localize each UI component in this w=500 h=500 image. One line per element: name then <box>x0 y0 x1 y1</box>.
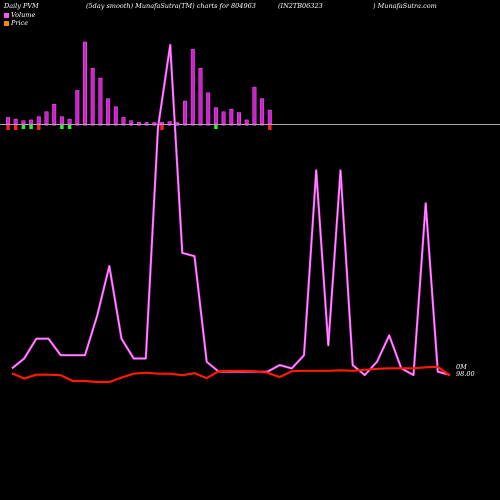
volume-bar <box>98 77 103 125</box>
instrument-code: (IN2TB06323 <box>278 2 323 10</box>
volume-direction-marker <box>244 125 249 126</box>
volume-bar <box>52 104 57 125</box>
volume-direction-marker <box>252 125 257 126</box>
volume-end-label: 0M <box>456 363 467 371</box>
price-line <box>11 365 451 384</box>
volume-bar <box>75 90 80 125</box>
volume-direction-marker <box>160 125 164 130</box>
volume-bar <box>213 107 218 125</box>
volume-bar <box>267 109 272 125</box>
volume-direction-marker <box>114 125 118 126</box>
volume-bar <box>183 100 188 125</box>
volume-direction-marker <box>6 125 10 130</box>
volume-direction-marker <box>44 125 49 126</box>
site-credit: ) MunafaSutra.com <box>373 2 437 10</box>
volume-bar <box>175 122 180 125</box>
volume-direction-marker <box>237 125 241 126</box>
volume-bar <box>21 120 26 125</box>
volume-bar <box>152 122 157 125</box>
volume-bar <box>136 122 141 125</box>
volume-bar <box>129 120 134 125</box>
volume-bar <box>106 98 111 125</box>
volume-bar <box>167 121 172 125</box>
volume-direction-marker <box>75 125 80 126</box>
volume-direction-marker <box>83 125 87 126</box>
volume-direction-marker <box>52 125 56 126</box>
legend-volume: Volume <box>4 11 35 19</box>
volume-bar <box>198 67 203 125</box>
chart-title: (5day smooth) MunafaSutra(TM) charts for… <box>86 2 256 10</box>
legend-volume-swatch <box>4 12 9 18</box>
volume-bar <box>244 119 249 125</box>
volume-direction-marker <box>13 125 18 130</box>
volume-bar <box>29 119 34 125</box>
volume-direction-marker <box>191 125 195 126</box>
volume-direction-marker <box>106 125 110 126</box>
volume-direction-marker <box>60 125 64 129</box>
volume-direction-marker <box>198 125 203 126</box>
volume-direction-marker <box>37 125 41 130</box>
price-end-label: 98.00 <box>456 370 475 378</box>
volume-direction-marker <box>21 125 26 129</box>
volume-bar <box>229 108 234 125</box>
volume-bar <box>113 106 118 125</box>
legend-price-swatch <box>4 20 9 26</box>
volume-bar <box>44 111 49 125</box>
volume-bar <box>67 118 72 125</box>
series-lines <box>11 43 451 384</box>
volume-direction-marker <box>98 125 103 126</box>
volume-bars <box>0 41 500 130</box>
volume-bar <box>36 116 41 125</box>
volume-bar <box>160 122 164 125</box>
volume-direction-marker <box>144 125 149 126</box>
volume-bar <box>252 86 257 125</box>
volume-direction-marker <box>167 125 172 126</box>
volume-direction-marker <box>121 125 126 126</box>
volume-bar <box>83 41 87 125</box>
legend-volume-label: Volume <box>11 11 36 19</box>
volume-bar <box>121 117 126 125</box>
volume-bar <box>13 118 18 125</box>
volume-direction-marker <box>214 125 218 129</box>
volume-direction-marker <box>67 125 72 129</box>
volume-bar <box>6 117 10 125</box>
legend-price-label: Price <box>11 19 29 27</box>
volume-direction-marker <box>221 125 226 126</box>
volume-direction-marker <box>90 125 95 126</box>
volume-bar <box>221 111 226 125</box>
volume-direction-marker <box>29 125 33 129</box>
volume-bar <box>237 112 241 125</box>
volume-bar <box>260 98 265 125</box>
volume-direction-marker <box>260 125 264 126</box>
chart-type-label: Daily PVM <box>4 2 39 10</box>
volume-direction-marker <box>175 125 180 126</box>
volume-direction-marker <box>137 125 141 126</box>
volume-bar <box>190 49 195 125</box>
volume-bar <box>206 92 211 125</box>
volume-bar <box>144 122 149 125</box>
volume-direction-marker <box>268 125 272 130</box>
volume-bar <box>90 67 95 125</box>
legend-price: Price <box>4 19 28 27</box>
volume-direction-marker <box>183 125 187 126</box>
volume-direction-marker <box>206 125 210 126</box>
volume-direction-marker <box>152 125 157 126</box>
volume-bar <box>59 116 64 125</box>
volume-direction-marker <box>229 125 234 126</box>
volume-direction-marker <box>129 125 133 126</box>
